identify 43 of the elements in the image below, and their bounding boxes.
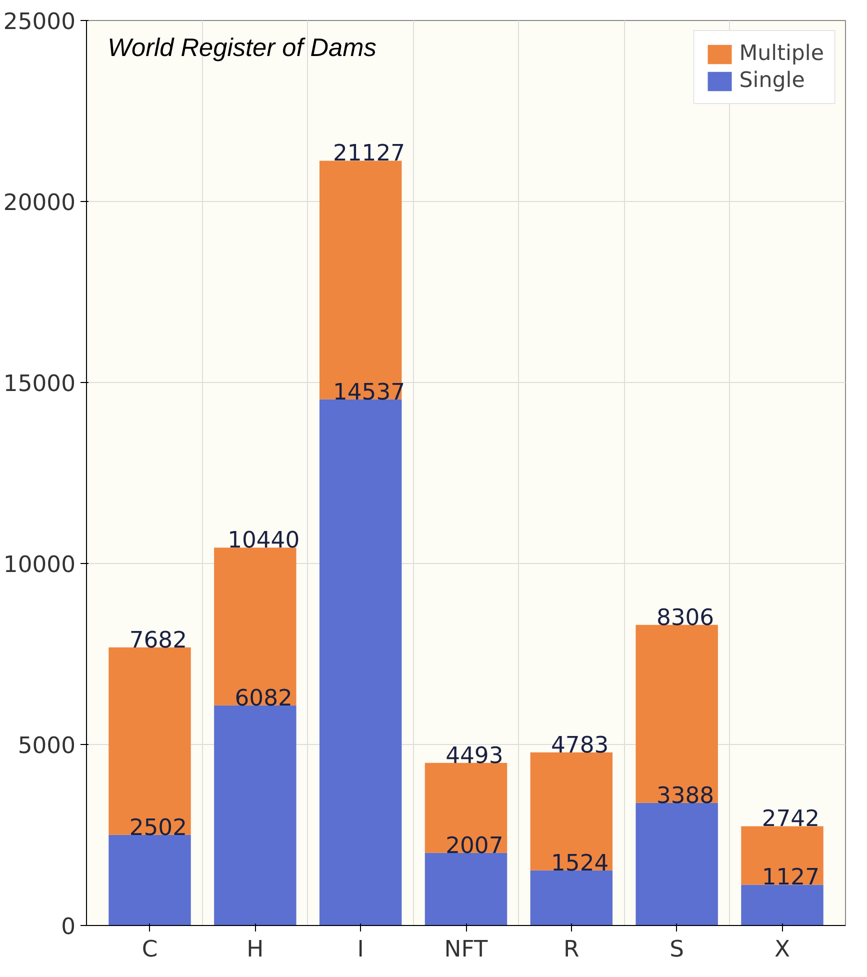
- x-tick-label: H: [246, 936, 264, 962]
- bar: [319, 399, 402, 926]
- bar: [319, 160, 402, 400]
- y-tick-label: 15000: [3, 371, 76, 397]
- bar: [636, 802, 718, 926]
- bar: [530, 752, 613, 870]
- x-tick-label: I: [357, 936, 364, 962]
- bar: [214, 705, 296, 926]
- x-tick-label: C: [142, 936, 158, 962]
- legend-label: Multiple: [739, 41, 824, 66]
- total-label: 21127: [332, 140, 406, 167]
- bar: [636, 624, 718, 803]
- total-label: 8306: [656, 604, 714, 631]
- x-tick-label: R: [564, 936, 580, 962]
- bar: [108, 834, 191, 926]
- bar: [741, 826, 824, 885]
- data-label: 6082: [234, 685, 292, 712]
- x-tick-label: S: [670, 936, 684, 962]
- data-label: 3388: [656, 782, 714, 809]
- total-label: 10440: [228, 528, 300, 554]
- text: World Register of Dams: [108, 34, 377, 62]
- legend-label: Single: [739, 68, 805, 93]
- total-label: 4493: [446, 742, 504, 769]
- bar: [108, 647, 191, 835]
- data-label: 1127: [762, 864, 820, 891]
- bar: [424, 762, 508, 853]
- bar: [214, 548, 296, 706]
- data-label: 2502: [129, 814, 188, 841]
- x-tick-label: NFT: [444, 936, 488, 962]
- bar: [741, 884, 824, 926]
- total-label: 4783: [551, 732, 609, 758]
- y-tick-label: 5000: [18, 733, 76, 759]
- x-tick-label: X: [774, 936, 790, 962]
- bar: [530, 870, 613, 926]
- total-label: 2742: [762, 806, 820, 832]
- data-label: 2007: [446, 832, 504, 859]
- y-tick-label: 25000: [3, 9, 76, 35]
- bar: [424, 852, 508, 926]
- y-tick-label: 20000: [3, 190, 76, 216]
- data-label: 1524: [551, 850, 609, 876]
- y-tick-label: 10000: [3, 552, 76, 578]
- y-tick-label: 0: [61, 914, 76, 940]
- total-label: 7682: [129, 627, 188, 654]
